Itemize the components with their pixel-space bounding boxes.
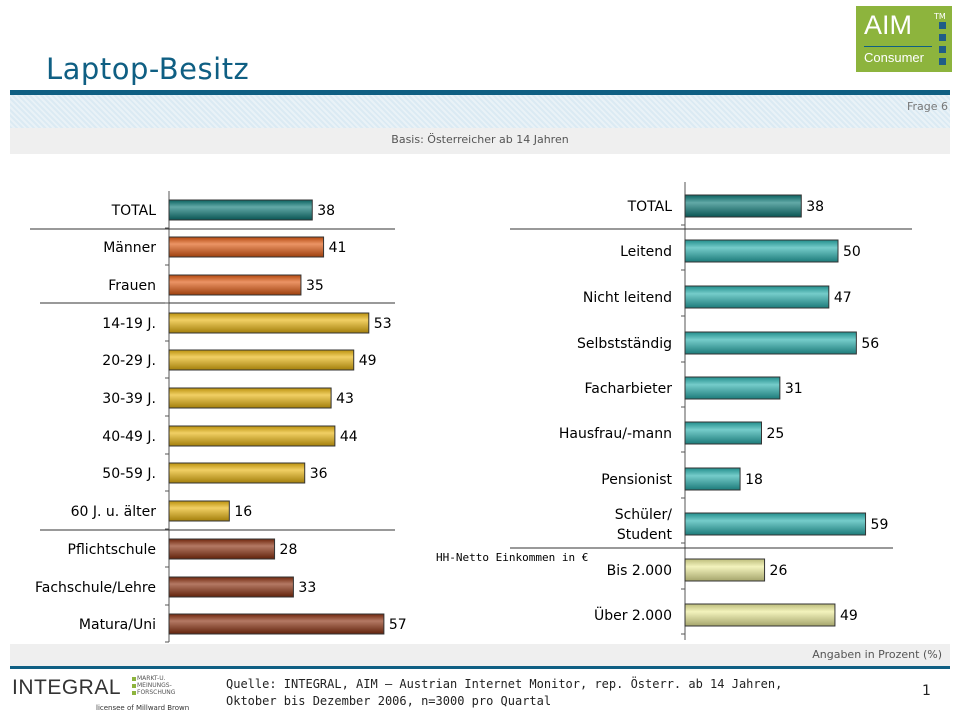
integral-licensee: licensee of Millward Brown [96, 704, 190, 712]
right-category-label: Leitend [620, 244, 672, 260]
aim-logo-text: AIM [864, 10, 913, 40]
right-value-label: 50 [843, 244, 861, 260]
basis-label: Basis: Österreicher ab 14 Jahren [391, 133, 569, 146]
right-bar [684, 285, 830, 309]
left-category-label: Männer [103, 240, 156, 256]
right-bar [684, 194, 802, 218]
right-value-label: 31 [785, 381, 803, 397]
source-line-2: Oktober bis Dezember 2006, n=3000 pro Qu… [226, 694, 552, 708]
left-category-label: Pflichtschule [68, 542, 156, 558]
left-value-label: 49 [359, 353, 377, 369]
right-bar [684, 421, 762, 445]
right-category-label: TOTAL [627, 199, 673, 215]
page-title: Laptop-Besitz [46, 52, 250, 86]
header-rule [10, 90, 950, 95]
left-bar [168, 425, 336, 447]
left-value-label: 41 [329, 240, 347, 256]
left-bar [168, 274, 302, 296]
basis-band [10, 128, 950, 154]
logo-square-icon [939, 22, 946, 29]
logo-square-icon [132, 684, 136, 688]
aim-logo-subtitle: Consumer [864, 50, 924, 65]
left-category-label: 60 J. u. älter [71, 504, 157, 520]
right-income-annotation: HH-Netto Einkommen in € [436, 551, 588, 564]
right-bar [684, 376, 781, 400]
left-value-label: 38 [317, 203, 335, 219]
left-category-label: 30-39 J. [102, 391, 156, 407]
logo-square-icon [132, 677, 136, 681]
logo-divider [864, 46, 932, 47]
left-bar [168, 312, 370, 334]
left-value-label: 16 [234, 504, 252, 520]
right-bar [684, 603, 836, 627]
header-band [10, 95, 950, 128]
aim-logo-tm: TM [934, 12, 946, 21]
right-value-label: 59 [871, 517, 889, 533]
page-number: 1 [922, 683, 931, 699]
right-category-label: Nicht leitend [583, 290, 672, 306]
units-note: Angaben in Prozent (%) [812, 648, 942, 661]
left-bar [168, 199, 313, 221]
left-category-label: 50-59 J. [102, 466, 156, 482]
left-value-label: 36 [310, 466, 328, 482]
left-value-label: 35 [306, 278, 324, 294]
right-bar [684, 239, 839, 263]
left-category-label: 14-19 J. [102, 316, 156, 332]
left-category-label: Fachschule/Lehre [35, 580, 156, 596]
left-bar [168, 462, 306, 484]
integral-logo: INTEGRAL [12, 676, 122, 699]
left-category-label: 20-29 J. [102, 353, 156, 369]
left-value-label: 53 [374, 316, 392, 332]
right-value-label: 26 [770, 563, 788, 579]
right-value-label: 47 [834, 290, 852, 306]
right-bar [684, 558, 766, 582]
left-bar [168, 576, 294, 598]
left-category-label: Frauen [108, 278, 156, 294]
logo-square-icon [939, 58, 946, 65]
right-bar [684, 467, 741, 491]
right-category-label: Hausfrau/-mann [559, 426, 672, 442]
left-category-label: 40-49 J. [102, 429, 156, 445]
right-bar [684, 512, 867, 536]
right-bar [684, 331, 857, 355]
integral-logo-subtitle: MARKT-U. MEINUNGS- FORSCHUNG [137, 675, 176, 696]
left-bar [168, 538, 276, 560]
aim-consumer-logo: AIM TM Consumer [856, 6, 952, 72]
right-category-label: Bis 2.000 [607, 563, 672, 579]
left-category-label: Matura/Uni [79, 617, 156, 633]
right-value-label: 25 [767, 426, 785, 442]
left-bar [168, 613, 385, 635]
footnote-band [10, 644, 950, 666]
left-bar [168, 349, 355, 371]
left-bar [168, 236, 325, 258]
right-value-label: 56 [861, 336, 879, 352]
left-bar [168, 387, 332, 409]
logo-square-icon [939, 46, 946, 53]
right-category-label: Facharbieter [585, 381, 673, 397]
right-category-label: Pensionist [601, 472, 672, 488]
left-bar [168, 500, 230, 522]
left-value-label: 43 [336, 391, 354, 407]
right-value-label: 49 [840, 608, 858, 624]
left-value-label: 57 [389, 617, 407, 633]
left-value-label: 33 [298, 580, 316, 596]
right-category-label: Selbstständig [577, 336, 672, 352]
question-label: Frage 6 [906, 100, 948, 113]
left-value-label: 28 [280, 542, 298, 558]
logo-square-icon [132, 691, 136, 695]
left-value-label: 44 [340, 429, 358, 445]
footer-rule [10, 666, 950, 669]
source-note: Quelle: INTEGRAL, AIM – Austrian Interne… [226, 676, 782, 710]
right-value-label: 38 [806, 199, 824, 215]
right-category-label: Über 2.000 [594, 606, 672, 624]
left-category-label: TOTAL [111, 203, 157, 219]
right-value-label: 18 [745, 472, 763, 488]
source-line-1: Quelle: INTEGRAL, AIM – Austrian Interne… [226, 677, 783, 691]
logo-square-icon [939, 34, 946, 41]
right-category-label: Schüler/Student [615, 507, 673, 543]
